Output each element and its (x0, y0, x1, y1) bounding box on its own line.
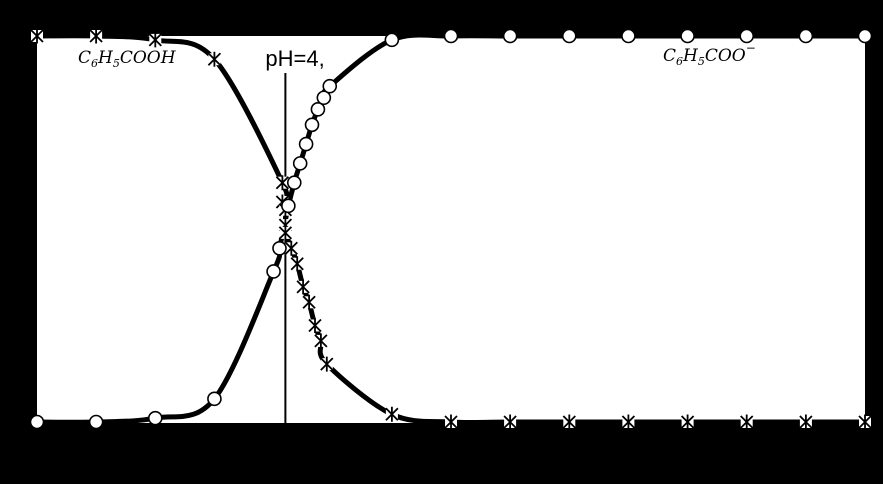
markers-group (29, 28, 873, 430)
plot-area (37, 36, 865, 423)
acid-species-label: C6H5COOH (78, 48, 177, 70)
circle-point (88, 414, 104, 430)
circle-point (680, 28, 695, 44)
circle-point (621, 28, 636, 44)
circle-point (304, 117, 320, 133)
circle-point (281, 198, 296, 214)
asterisk-point (385, 406, 399, 422)
circle-point (502, 28, 518, 44)
asterisk-point (740, 414, 754, 430)
circle-point (739, 28, 755, 44)
circle-point (266, 264, 281, 279)
circle-point (561, 28, 577, 44)
asterisk-point (275, 175, 290, 191)
circle-point (443, 28, 459, 44)
circle-point (298, 136, 314, 152)
asterisk-point (284, 240, 298, 256)
asterisk-point (308, 318, 322, 333)
circle-point (322, 78, 338, 94)
asterisk-point (858, 414, 872, 430)
asterisk-point (444, 414, 458, 430)
asterisk-point (278, 225, 293, 241)
circle-point (292, 156, 308, 171)
asterisk-point (680, 414, 695, 430)
asterisk-point (314, 333, 328, 349)
circle-point (29, 414, 45, 430)
asterisk-point (799, 414, 813, 430)
asterisk-point (148, 32, 162, 48)
asterisk-point (89, 28, 103, 44)
asterisk-point (30, 28, 44, 44)
asterisk-point (290, 256, 304, 272)
asterisk-point (296, 279, 310, 295)
circle-point (857, 28, 873, 44)
circle-point (147, 410, 163, 426)
base-species-label: C6H5COO− (663, 41, 756, 68)
asterisk-point (207, 51, 222, 67)
circle-point (310, 102, 326, 117)
circle-point (286, 175, 302, 190)
circle-point (384, 32, 400, 48)
circle-point (316, 90, 332, 106)
circle-point (272, 241, 287, 256)
asterisk-point (320, 356, 334, 372)
ph-reference-label: pH=4, (265, 46, 324, 71)
circle-point (798, 28, 814, 44)
circle-point (207, 391, 222, 407)
asterisk-point (302, 294, 316, 310)
asterisk-point (503, 414, 517, 430)
asterisk-point (621, 414, 636, 430)
asterisk-point (562, 414, 576, 430)
